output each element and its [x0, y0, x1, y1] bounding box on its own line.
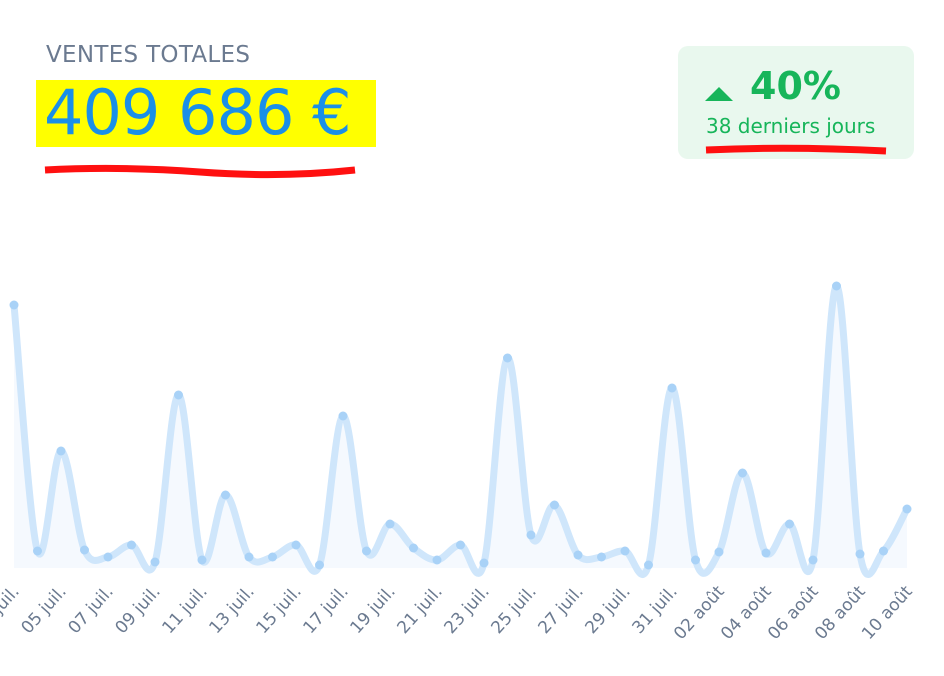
x-tick-label: 03 juil. [0, 582, 24, 638]
point [902, 504, 912, 514]
point [761, 548, 771, 558]
x-tick-label: 13 juil. [205, 582, 258, 638]
widget-title: VENTES TOTALES [46, 42, 251, 68]
redaction [705, 144, 887, 155]
point [597, 552, 606, 562]
x-tick-label: 17 juil. [299, 582, 352, 638]
point [268, 552, 277, 562]
x-tick-label: 09 juil. [111, 582, 164, 638]
point [667, 383, 677, 393]
point [644, 560, 653, 570]
x-tick-label: 10 août [858, 582, 917, 644]
x-tick-label: 21 juil. [393, 582, 446, 638]
point [714, 547, 724, 557]
point [80, 545, 89, 555]
point [244, 552, 254, 562]
point [291, 540, 301, 550]
point [33, 546, 42, 556]
redaction [44, 164, 356, 179]
x-tick-label: 23 juil. [440, 582, 493, 638]
point [526, 530, 536, 540]
point [479, 558, 489, 568]
change-percent: 40% [750, 64, 841, 108]
point [150, 557, 160, 567]
x-tick-label: 15 juil. [252, 582, 305, 638]
point [174, 390, 183, 400]
point [738, 468, 747, 478]
change-period: 38 derniers jours [706, 114, 876, 138]
x-tick-label: 08 août [811, 582, 870, 644]
x-tick-label: 19 juil. [346, 582, 399, 638]
change-badge [678, 46, 914, 159]
point [550, 500, 559, 510]
point [221, 490, 230, 500]
area [14, 285, 907, 575]
point [879, 546, 888, 556]
highlight [36, 80, 376, 147]
point [338, 411, 348, 421]
point [9, 300, 19, 310]
x-tick-label: 29 juil. [581, 582, 634, 638]
point [432, 555, 442, 565]
point [855, 549, 865, 559]
point [127, 540, 136, 550]
x-tick-label: 27 juil. [534, 582, 587, 638]
point [362, 546, 371, 556]
point [573, 550, 583, 560]
point [785, 519, 794, 529]
point [103, 552, 113, 562]
x-tick-label: 05 juil. [17, 582, 70, 638]
x-tick-label: 02 août [670, 582, 729, 644]
point [315, 560, 324, 570]
point [503, 353, 512, 363]
total-sales: 409 686 € [44, 76, 352, 149]
line [10, 282, 911, 578]
x-tick-label: 06 août [764, 582, 823, 644]
up-arrow [705, 87, 733, 101]
x-tick-label: 25 juil. [487, 582, 540, 638]
x-tick-label: 04 août [717, 582, 776, 644]
point [456, 540, 465, 550]
point [691, 555, 700, 565]
point [409, 543, 418, 553]
point [832, 281, 841, 291]
point [808, 555, 818, 565]
x-tick-label: 07 juil. [64, 582, 117, 638]
point [620, 546, 630, 556]
x-tick-label: 11 juil. [158, 582, 211, 638]
point [197, 555, 207, 565]
point [385, 519, 395, 529]
point [56, 446, 66, 456]
